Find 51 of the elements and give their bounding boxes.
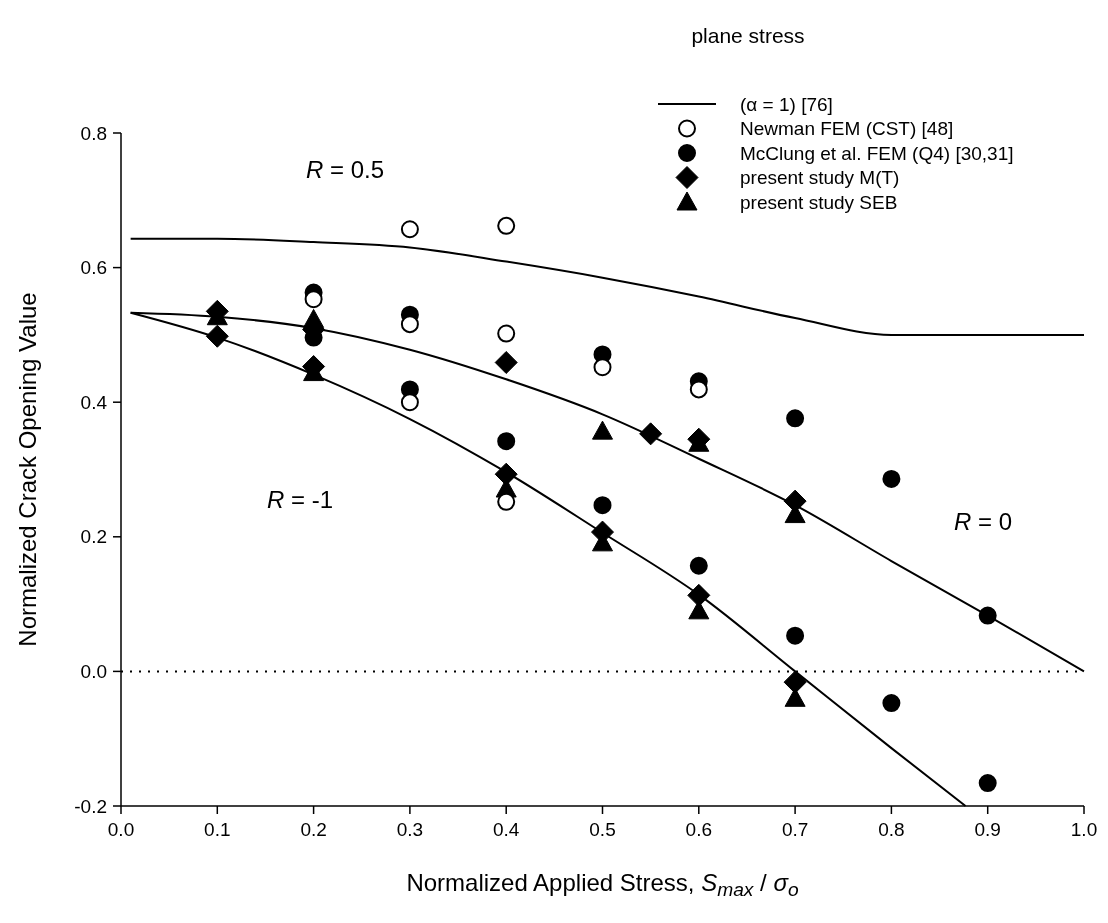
annotation: R = 0 bbox=[953, 508, 1013, 536]
point bbox=[497, 432, 516, 451]
y-tick-label: 0.8 bbox=[80, 122, 107, 144]
point bbox=[689, 556, 708, 575]
legend-label: present study M(T) bbox=[740, 167, 900, 189]
x-tick-label: 0.0 bbox=[107, 819, 135, 840]
annotation: R = 0.5 bbox=[305, 156, 385, 184]
x-tick-label: 0.6 bbox=[685, 819, 713, 840]
chart-title: plane stress bbox=[691, 24, 805, 47]
x-tick-label: 0.1 bbox=[204, 819, 231, 840]
legend-label: present study SEB bbox=[740, 191, 898, 213]
point bbox=[978, 774, 997, 793]
y-tick-label: 0.6 bbox=[80, 257, 107, 279]
y-tick-label: 0.4 bbox=[80, 391, 108, 413]
point bbox=[400, 315, 419, 334]
point bbox=[497, 324, 516, 343]
x-tick-label: 0.8 bbox=[878, 819, 905, 840]
point bbox=[882, 694, 901, 713]
point bbox=[783, 670, 807, 694]
x-tick-label: 0.5 bbox=[589, 819, 616, 840]
x-tick-label: 1.0 bbox=[1070, 819, 1098, 840]
y-axis-title: Normalized Crack Opening Value bbox=[14, 292, 41, 647]
point bbox=[786, 409, 805, 428]
point bbox=[497, 216, 516, 235]
legend-label: (α = 1) [76] bbox=[740, 93, 833, 115]
point bbox=[400, 393, 419, 412]
x-tick-label: 0.2 bbox=[300, 819, 327, 840]
legend-label: Newman FEM (CST) [48] bbox=[740, 118, 954, 140]
point bbox=[687, 583, 711, 607]
legend-label: McClung et al. FEM (Q4) [30,31] bbox=[740, 142, 1014, 164]
point bbox=[639, 422, 663, 446]
point bbox=[304, 290, 323, 309]
x-axis-title: Normalized Applied Stress, S$_{max}$ / σ$_{o}$ bbox=[406, 869, 799, 900]
point bbox=[592, 420, 613, 440]
x-tick-label: 0.3 bbox=[396, 819, 424, 840]
y-tick-label: 0.2 bbox=[80, 526, 107, 548]
point bbox=[593, 358, 612, 377]
point bbox=[400, 220, 419, 239]
x-tick-label: 0.9 bbox=[974, 819, 1001, 840]
point bbox=[497, 492, 516, 511]
point bbox=[494, 350, 518, 374]
y-tick-label: -0.2 bbox=[74, 795, 107, 817]
x-tick-label: 0.7 bbox=[781, 819, 809, 840]
line-series bbox=[129, 237, 1085, 336]
point bbox=[786, 626, 805, 645]
y-tick-label: 0.0 bbox=[80, 661, 107, 683]
annotation: R = -1 bbox=[266, 486, 334, 514]
point bbox=[593, 496, 612, 515]
x-tick-label: 0.4 bbox=[492, 819, 520, 840]
point bbox=[882, 469, 901, 488]
point bbox=[689, 380, 708, 399]
